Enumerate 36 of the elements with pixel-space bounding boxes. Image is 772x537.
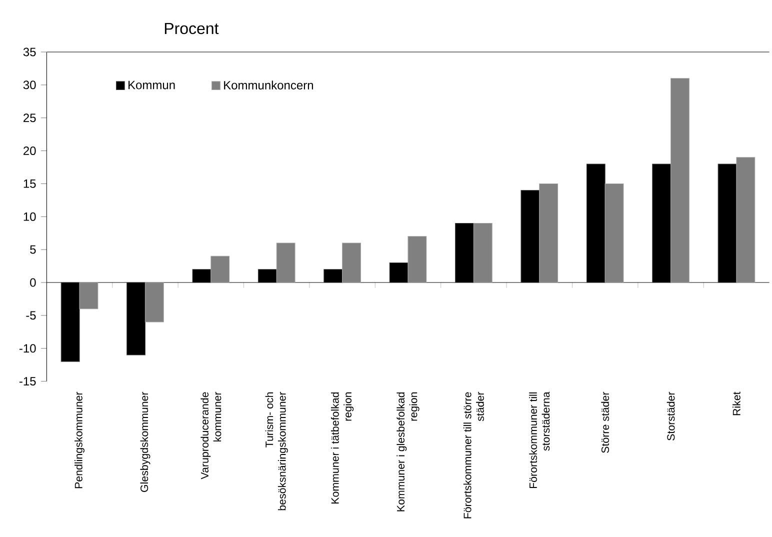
y-tick-label: -5 xyxy=(26,311,36,320)
bar xyxy=(144,282,164,322)
bar xyxy=(473,222,492,283)
y-tick-label: 20 xyxy=(24,146,36,155)
x-tick-label: Förortskommuner till större städer xyxy=(463,392,484,518)
x-tick-label: Storstäder xyxy=(666,392,675,440)
y-tick-label: 0 xyxy=(30,278,36,287)
bar xyxy=(210,256,230,283)
legend-label: Kommunkoncern xyxy=(224,80,313,90)
bar xyxy=(276,242,296,283)
x-tick-label: Glesbygdskommuner xyxy=(140,392,150,492)
x-tick-label: Förortskommuner till storstäderna xyxy=(529,392,550,488)
legend-label: Kommun xyxy=(128,80,175,90)
y-axis-title: Procent xyxy=(164,22,219,34)
x-tick-label: Turism- och besöksnäringskommuner xyxy=(265,392,288,510)
x-tick-label: Pendlingskommuner xyxy=(74,392,84,488)
bar xyxy=(604,183,624,283)
x-tick-label: Riket xyxy=(732,392,740,415)
y-tick-label: -15 xyxy=(19,376,36,386)
y-tick-label: 35 xyxy=(23,48,36,56)
x-tick-label: Kommuner i glesbefolkad region xyxy=(396,392,420,512)
y-tick-label: 15 xyxy=(24,179,36,188)
bar xyxy=(342,242,361,283)
y-tick-label: -10 xyxy=(19,344,36,352)
y-tick-label: 25 xyxy=(24,113,36,122)
y-tick-label: 10 xyxy=(24,212,36,221)
bar xyxy=(670,78,690,283)
y-tick-label: 30 xyxy=(23,80,36,90)
x-tick-label: Större städer xyxy=(601,392,610,453)
bar xyxy=(79,282,98,309)
x-tick-label: Varuproducerande kommuner xyxy=(200,392,222,480)
bar xyxy=(408,236,427,283)
bar xyxy=(539,183,558,283)
y-tick-label: 5 xyxy=(30,245,36,254)
x-tick-label: Kommuner i tätbefolkad region xyxy=(330,392,354,504)
bar xyxy=(736,156,756,283)
